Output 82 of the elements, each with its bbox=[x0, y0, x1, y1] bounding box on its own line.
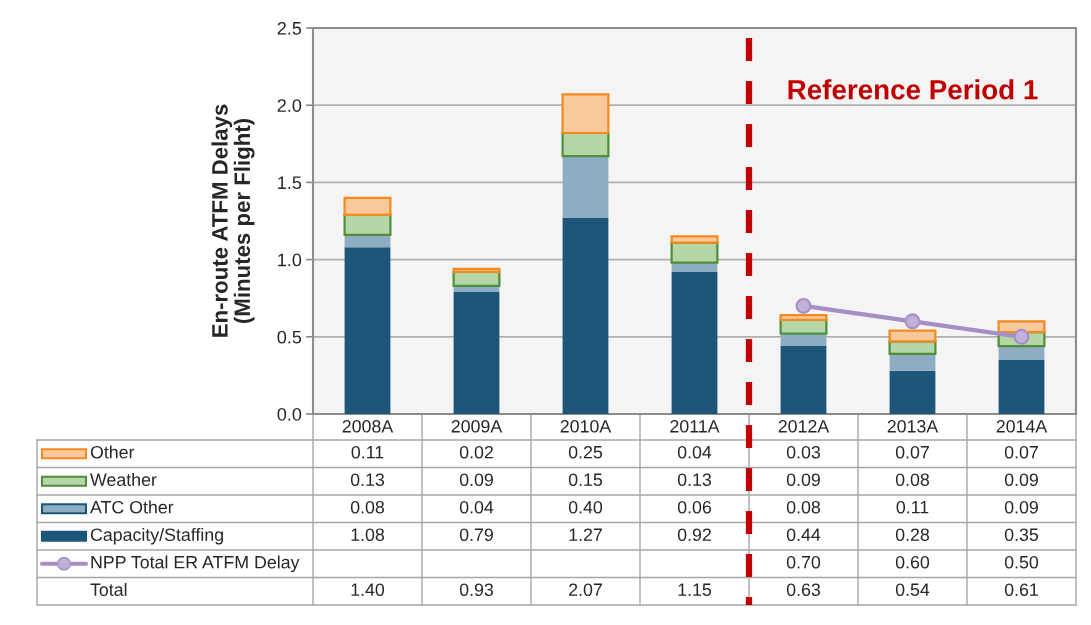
data-label: 0.03 bbox=[786, 445, 821, 459]
bar bbox=[670, 235, 719, 244]
data-label: 0.40 bbox=[568, 500, 603, 514]
bar bbox=[561, 93, 610, 135]
bar bbox=[889, 370, 936, 414]
data-label: 0.04 bbox=[459, 500, 494, 514]
y-tick-label: 0.5 bbox=[277, 330, 302, 344]
data-label: 0.09 bbox=[786, 473, 820, 487]
bar bbox=[888, 329, 937, 343]
y-tick-label: 1.5 bbox=[278, 176, 302, 190]
data-label: 0.09 bbox=[1004, 500, 1038, 514]
data-label: 0.44 bbox=[786, 528, 821, 542]
x-tick-label: 2014A bbox=[996, 420, 1048, 433]
data-label: 0.79 bbox=[459, 528, 493, 542]
data-label: 0.60 bbox=[895, 555, 930, 569]
text: 0.93 bbox=[459, 583, 494, 597]
bar bbox=[344, 247, 391, 414]
x-tick-label: 2010A bbox=[560, 420, 612, 433]
data-label: 0.11 bbox=[896, 500, 929, 514]
point bbox=[1013, 328, 1030, 345]
data-label: 0.09 bbox=[1004, 473, 1038, 487]
bar bbox=[561, 131, 610, 158]
point bbox=[904, 313, 921, 330]
data-label: 0.08 bbox=[786, 500, 821, 514]
data-label: 0.70 bbox=[786, 555, 821, 569]
bar bbox=[998, 346, 1045, 360]
bar bbox=[562, 217, 609, 414]
y-tick-label: 0.0 bbox=[277, 407, 302, 421]
bar bbox=[670, 241, 719, 264]
data-label: 0.13 bbox=[677, 473, 712, 487]
x-tick-label: 2009A bbox=[451, 420, 503, 433]
data-label: 0.08 bbox=[895, 473, 930, 487]
data-label: 0.06 bbox=[677, 500, 712, 514]
data-label: 0.13 bbox=[350, 473, 385, 487]
bar bbox=[998, 359, 1045, 414]
bar bbox=[889, 353, 936, 371]
point bbox=[795, 297, 812, 314]
data-label: 0.15 bbox=[568, 473, 603, 487]
data-label: 0.09 bbox=[459, 473, 493, 487]
y-tick-label: 2.0 bbox=[277, 99, 302, 112]
text: 0.63 bbox=[786, 583, 821, 597]
text: 0.54 bbox=[895, 583, 930, 597]
x-tick-label: 2008A bbox=[342, 420, 394, 433]
data-label: 1.08 bbox=[351, 528, 385, 542]
bar bbox=[343, 196, 392, 216]
data-label: 1.27 bbox=[569, 528, 602, 541]
bar bbox=[343, 213, 392, 237]
data-label: 0.35 bbox=[1004, 528, 1039, 542]
data-label: 0.02 bbox=[459, 445, 493, 459]
legend-label: Weather bbox=[90, 472, 157, 487]
y-tick-label: 2.5 bbox=[277, 21, 302, 35]
text: 0.61 bbox=[1004, 583, 1038, 597]
bar bbox=[562, 156, 609, 218]
annotation: Reference Period 1 bbox=[788, 79, 1038, 100]
legend-label: Other bbox=[90, 445, 135, 459]
data-label: 0.25 bbox=[568, 445, 603, 459]
legend-label: ATC Other bbox=[90, 500, 174, 514]
data-label: 0.07 bbox=[1004, 445, 1038, 459]
data-label: 0.11 bbox=[351, 445, 384, 459]
bar bbox=[671, 271, 718, 414]
bar bbox=[452, 267, 501, 274]
data-label: 0.92 bbox=[677, 528, 711, 542]
bar bbox=[997, 320, 1046, 334]
bar bbox=[453, 292, 500, 414]
x-tick-label: 2013A bbox=[887, 420, 939, 433]
bar bbox=[780, 346, 827, 414]
data-label: 0.07 bbox=[895, 445, 929, 459]
text: 2.07 bbox=[569, 583, 602, 597]
text: Total bbox=[90, 582, 127, 597]
data-label: 0.08 bbox=[350, 500, 385, 514]
data-label: 0.50 bbox=[1004, 555, 1039, 569]
x-tick-label: 2011A bbox=[670, 420, 720, 433]
y-axis-title: En-route ATFM Delays (Minutes per Flight) bbox=[211, 104, 255, 337]
data-label: 0.28 bbox=[895, 528, 930, 542]
legend-label: NPP Total ER ATFM Delay bbox=[91, 555, 300, 573]
data-label: 0.04 bbox=[677, 445, 712, 459]
x-tick-label: 2012A bbox=[778, 420, 830, 433]
y-tick-label: 1.0 bbox=[278, 253, 302, 267]
bar bbox=[779, 314, 828, 321]
text: 1.40 bbox=[351, 583, 385, 597]
text: 1.15 bbox=[678, 583, 712, 597]
legend-label: Capacity/Staffing bbox=[90, 527, 223, 545]
